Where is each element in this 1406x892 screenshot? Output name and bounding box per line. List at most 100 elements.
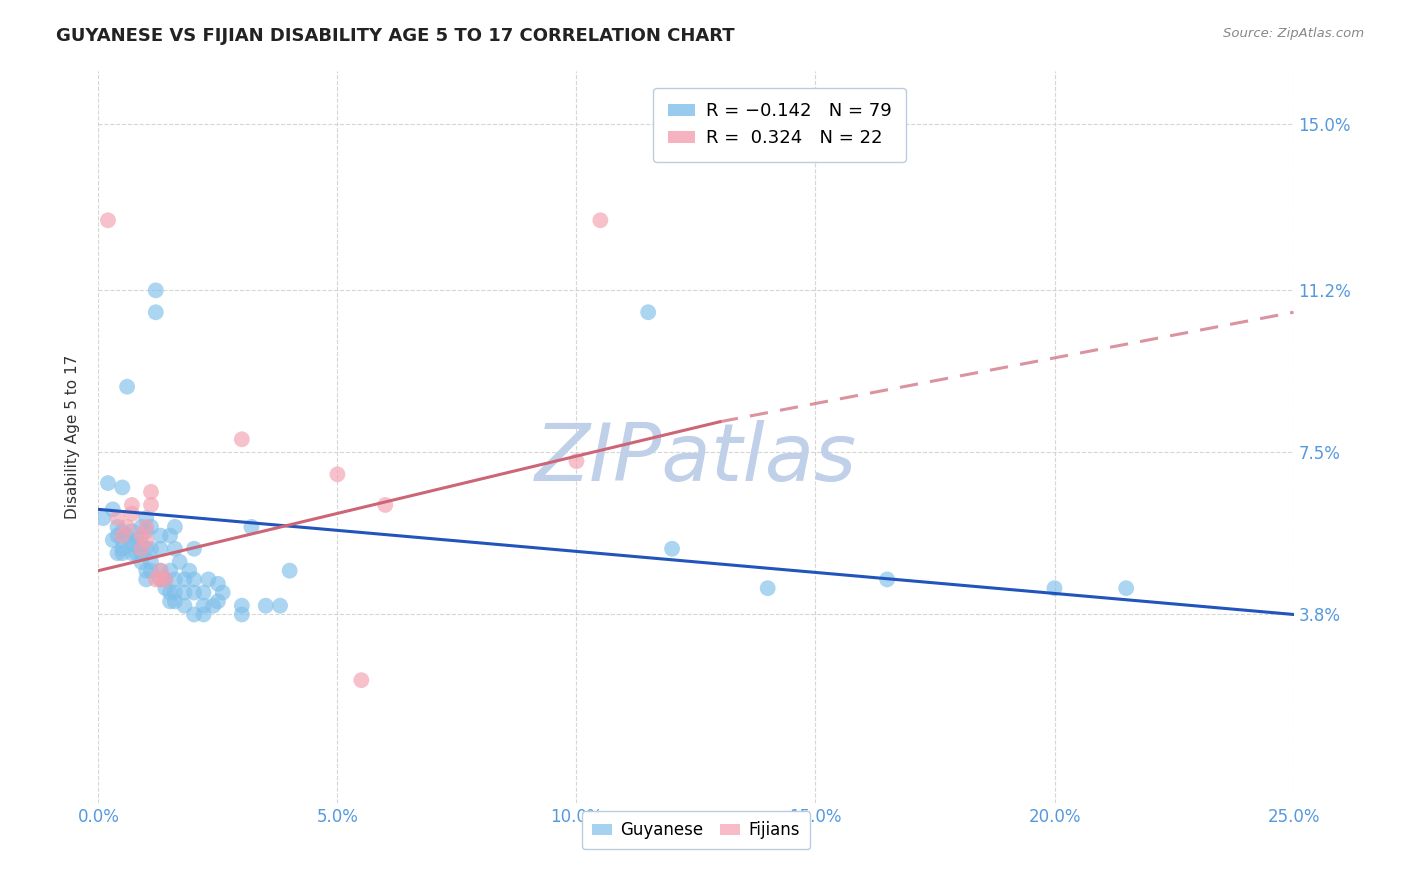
Point xyxy=(131,537,153,551)
Point xyxy=(211,585,233,599)
Point xyxy=(135,564,157,578)
Point xyxy=(173,585,195,599)
Point xyxy=(193,599,215,613)
Point xyxy=(145,573,167,587)
Point xyxy=(139,520,162,534)
Point xyxy=(374,498,396,512)
Point xyxy=(121,507,143,521)
Point xyxy=(207,594,229,608)
Point xyxy=(159,528,181,542)
Point xyxy=(131,528,153,542)
Point xyxy=(135,573,157,587)
Point xyxy=(169,555,191,569)
Point xyxy=(159,594,181,608)
Point xyxy=(115,528,138,542)
Point xyxy=(231,432,253,446)
Point xyxy=(183,585,205,599)
Point xyxy=(121,524,143,539)
Point xyxy=(661,541,683,556)
Point xyxy=(135,533,157,547)
Point xyxy=(97,476,120,491)
Point xyxy=(115,520,138,534)
Point xyxy=(149,528,172,542)
Point xyxy=(115,380,138,394)
Point xyxy=(163,520,186,534)
Point xyxy=(183,541,205,556)
Point xyxy=(135,511,157,525)
Point xyxy=(155,573,177,587)
Point xyxy=(135,524,157,539)
Point xyxy=(193,585,215,599)
Point xyxy=(107,528,129,542)
Point xyxy=(107,546,129,560)
Point xyxy=(278,564,301,578)
Point xyxy=(121,537,143,551)
Point xyxy=(565,454,588,468)
Point xyxy=(125,533,148,547)
Point xyxy=(183,607,205,622)
Point xyxy=(101,502,124,516)
Point xyxy=(97,213,120,227)
Text: ZIPatlas: ZIPatlas xyxy=(534,420,858,498)
Point xyxy=(111,480,134,494)
Point xyxy=(179,564,201,578)
Point xyxy=(589,213,612,227)
Point xyxy=(131,555,153,569)
Point xyxy=(111,528,134,542)
Point xyxy=(350,673,373,688)
Point xyxy=(202,599,225,613)
Point xyxy=(121,546,143,560)
Point xyxy=(125,537,148,551)
Point xyxy=(326,467,349,482)
Point xyxy=(756,581,779,595)
Point xyxy=(107,520,129,534)
Point xyxy=(91,511,114,525)
Point xyxy=(193,607,215,622)
Point xyxy=(269,599,291,613)
Point xyxy=(155,573,177,587)
Point xyxy=(149,573,172,587)
Point xyxy=(101,533,124,547)
Point xyxy=(173,573,195,587)
Point xyxy=(207,576,229,591)
Point xyxy=(876,573,898,587)
Point xyxy=(107,511,129,525)
Point xyxy=(145,284,167,298)
Point xyxy=(159,564,181,578)
Point xyxy=(135,520,157,534)
Point xyxy=(131,520,153,534)
Point xyxy=(111,524,134,539)
Point xyxy=(139,484,162,499)
Point xyxy=(135,541,157,556)
Point xyxy=(131,546,153,560)
Point xyxy=(1115,581,1137,595)
Legend: Guyanese, Fijians: Guyanese, Fijians xyxy=(582,812,810,849)
Point xyxy=(159,585,181,599)
Point xyxy=(197,573,219,587)
Point xyxy=(163,594,186,608)
Point xyxy=(111,533,134,547)
Point xyxy=(125,546,148,560)
Point xyxy=(231,599,253,613)
Point xyxy=(139,564,162,578)
Point xyxy=(254,599,277,613)
Point xyxy=(231,607,253,622)
Point xyxy=(149,564,172,578)
Point xyxy=(637,305,659,319)
Point xyxy=(173,599,195,613)
Point xyxy=(145,305,167,319)
Point xyxy=(139,541,162,556)
Point xyxy=(155,581,177,595)
Point xyxy=(183,573,205,587)
Point xyxy=(149,564,172,578)
Point xyxy=(111,546,134,560)
Point xyxy=(111,541,134,556)
Point xyxy=(149,573,172,587)
Point xyxy=(240,520,263,534)
Point xyxy=(1043,581,1066,595)
Text: GUYANESE VS FIJIAN DISABILITY AGE 5 TO 17 CORRELATION CHART: GUYANESE VS FIJIAN DISABILITY AGE 5 TO 1… xyxy=(56,27,735,45)
Text: Source: ZipAtlas.com: Source: ZipAtlas.com xyxy=(1223,27,1364,40)
Point xyxy=(163,585,186,599)
Point xyxy=(121,498,143,512)
Y-axis label: Disability Age 5 to 17: Disability Age 5 to 17 xyxy=(65,355,80,519)
